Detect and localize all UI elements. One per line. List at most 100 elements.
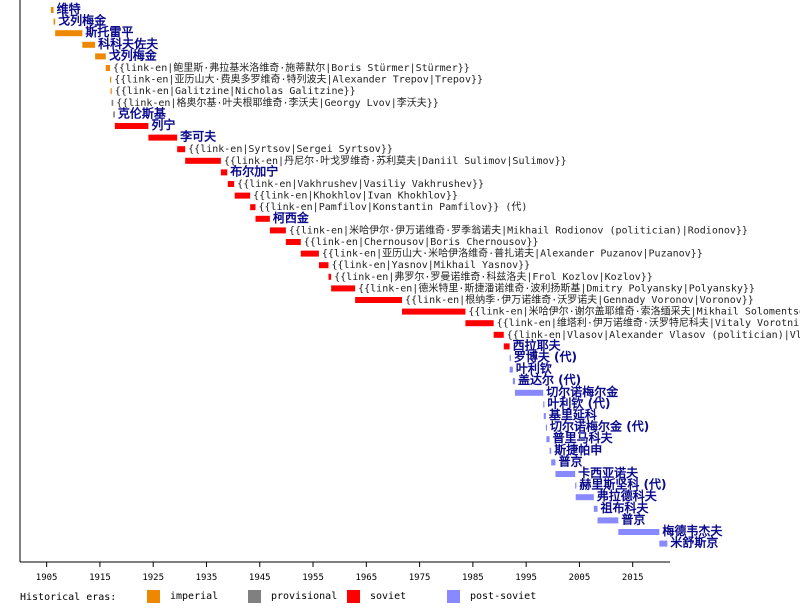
bar-label: {{link-en|Chernousov|Boris Chernousov}} [304,237,539,248]
legend-item-imperial: imperial [147,590,218,603]
bar-label: 维特 [57,1,81,16]
bar [285,239,301,245]
bar [185,157,221,164]
bar [546,436,550,443]
bar-label: {{link-en|Yasnov|Mikhail Yasnov}} [331,260,530,271]
bar-label: 斯托雷平 [85,24,133,39]
bar [618,529,660,535]
legend-swatch-post-soviet [447,590,460,603]
bar [53,18,56,25]
bar [545,424,548,431]
bar-label: 赫里斯坚科 (代) [579,477,666,492]
bar-label: {{link-en|Vlasov|Alexander Vlasov (polit… [507,330,800,341]
bar [110,76,112,83]
bar-label: {{link-en|维塔利·伊万诺维奇·沃罗特尼科夫|Vitaly Vorotn… [497,316,800,329]
bar [318,262,329,269]
bar-label: {{link-en|鲍里斯·弗拉基米洛维奇·施蒂默尔|Boris Stürmer… [113,61,470,74]
legend-label-provisional: provisional [271,591,338,602]
x-tick-label: 1955 [302,573,324,583]
bar [509,355,511,361]
bar-label: 普京 [621,511,645,526]
bar [575,494,594,501]
legend-item-post-soviet: post-soviet [447,590,536,603]
bar [331,285,356,292]
bar [551,459,556,466]
bar-label: {{link-en|根纳季·伊万诺维奇·沃罗诺夫|Gennady Voronov… [405,293,754,306]
bar [509,366,513,373]
bar [220,169,228,176]
bar [250,204,256,211]
x-tick-label: 1915 [89,573,111,583]
x-tick-label: 1945 [249,573,271,583]
legend-label-soviet: soviet [370,591,407,602]
bar [255,215,270,222]
bar-label: {{link-en|Khokhlov|Ivan Khokhlov}} [253,191,458,202]
bar [402,308,466,315]
bar [111,99,114,106]
bar [593,505,598,512]
bar [114,123,149,129]
bar-label: 叶利钦 (代) [547,395,610,410]
bar-label: {{link-en|Vakhrushev|Vasiliy Vakhrushev}… [237,179,484,190]
bar-label: 普里马科夫 [553,430,614,445]
bar [227,181,235,187]
bar-label: {{link-en|亚历山大·费奥多罗维奇·特列波夫|Alexander Tre… [114,73,483,86]
bar-label: 切尔诺梅尔金 (代) [550,419,649,434]
legend-item-provisional: provisional [248,590,337,603]
bar [300,250,319,257]
bar [177,146,186,153]
bar-label: {{link-en|Pamfilov|Konstantin Pamfilov}}… [258,201,527,213]
bar-label: 戈列梅金 [109,47,158,62]
bar-label: 科科夫佐夫 [98,36,159,51]
bar [543,401,545,408]
bar [597,517,619,524]
bar-label: {{link-en|Galitzine|Nicholas Galitzine}} [115,86,356,97]
bar-label: 克伦斯基 [118,105,167,120]
x-tick-label: 1935 [196,573,218,583]
bar [355,297,403,303]
bar [543,413,546,419]
bar-label: 盖达尔 (代) [518,372,581,387]
bar-label: 切尔诺梅尔金 [546,384,619,399]
bar-label: 戈列梅金 [58,13,107,28]
bar-label: 卡西亚诺夫 [578,465,639,480]
bar-label: 柯西金 [273,210,310,225]
bar [555,471,576,477]
legend-title: Historical eras: [20,592,117,603]
bar [512,378,515,385]
x-tick-label: 2015 [622,573,644,583]
x-tick-label: 1905 [36,573,58,583]
legend-swatch-soviet [347,590,360,603]
bar [105,65,111,71]
bar-label: 叶利钦 [516,361,552,376]
x-tick-label: 1925 [142,573,164,583]
bar [493,331,504,338]
bar-label: {{link-en|弗罗尔·罗曼诺维奇·科兹洛夫|Frol Kozlov|Koz… [334,270,653,283]
bar-label: 祖布科夫 [600,500,650,515]
x-tick-label: 1995 [515,573,537,583]
legend-swatch-provisional [248,590,261,603]
bar [514,389,544,396]
bar [328,273,332,280]
bar [549,447,552,454]
bar [113,111,115,118]
bar [50,7,54,13]
bar-label: 弗拉德科夫 [597,488,658,503]
bar-label: 列宁 [151,117,175,132]
bar [659,540,668,547]
bar-label: 普京 [558,453,582,468]
bar [148,134,178,141]
bar-label: {{link-en|米哈伊尔·伊万诺维奇·罗季翁诺夫|Mikhail Rodio… [289,223,748,236]
bar [269,227,286,234]
x-tick-label: 1985 [462,573,484,583]
legend-label-imperial: imperial [170,591,219,602]
bar [465,320,494,327]
bar-label: 罗博夫 (代) [514,349,577,364]
bar-label: 李可夫 [179,129,217,144]
x-tick-label: 1975 [409,573,431,583]
bar-label: {{link-en|丹尼尔·叶戈罗维奇·苏利莫夫|Daniil Sulimov|… [224,154,567,167]
x-tick-label: 1965 [355,573,377,583]
bar [575,482,577,489]
bar-label: {{link-en|米哈伊尔·谢尔盖耶维奇·索洛缅采夫|Mikhail Solo… [468,305,800,318]
